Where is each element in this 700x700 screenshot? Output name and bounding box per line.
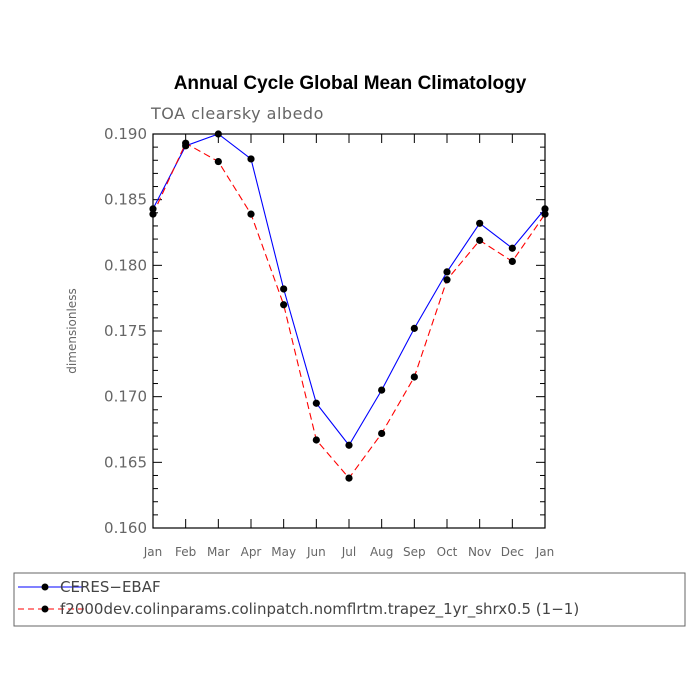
x-tick-label: Jul — [341, 545, 356, 559]
data-point-series-1 — [182, 139, 190, 147]
data-point-series-0 — [247, 155, 255, 163]
series-lines — [149, 130, 549, 482]
legend-item-model: f2000dev.colinparams.colinpatch.nomflrtm… — [18, 600, 579, 619]
x-tick-label: Sep — [403, 545, 426, 559]
data-point-series-0 — [508, 244, 516, 252]
data-point-series-1 — [508, 257, 516, 265]
y-tick-label: 0.170 — [104, 388, 147, 406]
data-point-series-1 — [345, 474, 353, 482]
legend-label-model: f2000dev.colinparams.colinpatch.nomflrtm… — [60, 600, 579, 619]
data-point-series-0 — [378, 386, 386, 394]
data-point-series-0 — [443, 268, 451, 276]
y-tick-label: 0.185 — [104, 191, 147, 209]
series-line-1 — [152, 142, 546, 479]
data-point-series-0 — [541, 205, 549, 213]
data-point-series-0 — [312, 399, 320, 407]
data-point-series-1 — [280, 301, 288, 309]
data-point-series-1 — [476, 236, 484, 244]
x-tick-label: Jun — [306, 545, 326, 559]
data-point-series-1 — [410, 373, 418, 381]
legend-marker-ceres — [41, 583, 49, 591]
x-tick-label: Apr — [241, 545, 262, 559]
chart-subtitle: TOA clearsky albedo — [150, 104, 324, 123]
data-point-series-0 — [476, 219, 484, 227]
axes: 0.160 0.165 0.170 0.175 0.180 0.185 0.190 Jan Fe… — [104, 125, 554, 559]
x-tick-label: Dec — [501, 545, 524, 559]
y-tick-label: 0.190 — [104, 125, 147, 143]
y-tick-label: 0.160 — [104, 519, 147, 537]
data-point-series-1 — [214, 157, 222, 166]
x-tick-label: Jan — [143, 545, 163, 559]
y-tick-label: 0.175 — [104, 322, 147, 340]
series-line-0 — [152, 133, 546, 447]
legend-marker-model — [41, 605, 49, 613]
x-tick-label: May — [271, 545, 296, 559]
data-point-series-0 — [345, 441, 353, 449]
chart-title: Annual Cycle Global Mean Climatology — [174, 73, 527, 94]
y-tick-label: 0.180 — [104, 256, 147, 274]
x-tick-label: Jan — [535, 545, 555, 559]
data-point-series-0 — [214, 130, 222, 138]
data-point-series-0 — [280, 285, 288, 293]
x-tick-label: Feb — [175, 545, 196, 559]
data-point-series-1 — [149, 210, 157, 218]
legend-label-ceres: CERES−EBAF — [60, 578, 161, 596]
data-point-series-1 — [312, 436, 320, 444]
data-point-series-0 — [149, 205, 157, 213]
data-point-series-1 — [247, 210, 255, 218]
plot-frame — [152, 133, 546, 529]
data-point-series-1 — [541, 210, 549, 218]
data-point-series-1 — [378, 429, 386, 438]
x-tick-label: Mar — [207, 545, 230, 559]
data-point-series-0 — [410, 324, 418, 332]
legend-item-ceres: CERES−EBAF — [18, 578, 161, 596]
y-tick-label: 0.165 — [104, 453, 147, 471]
data-point-series-1 — [443, 276, 451, 284]
x-tick-label: Aug — [370, 545, 393, 559]
x-tick-label: Oct — [437, 545, 458, 559]
legend-box — [13, 572, 686, 627]
y-axis-label: dimensionless — [65, 288, 79, 373]
x-tick-label: Nov — [468, 545, 491, 559]
